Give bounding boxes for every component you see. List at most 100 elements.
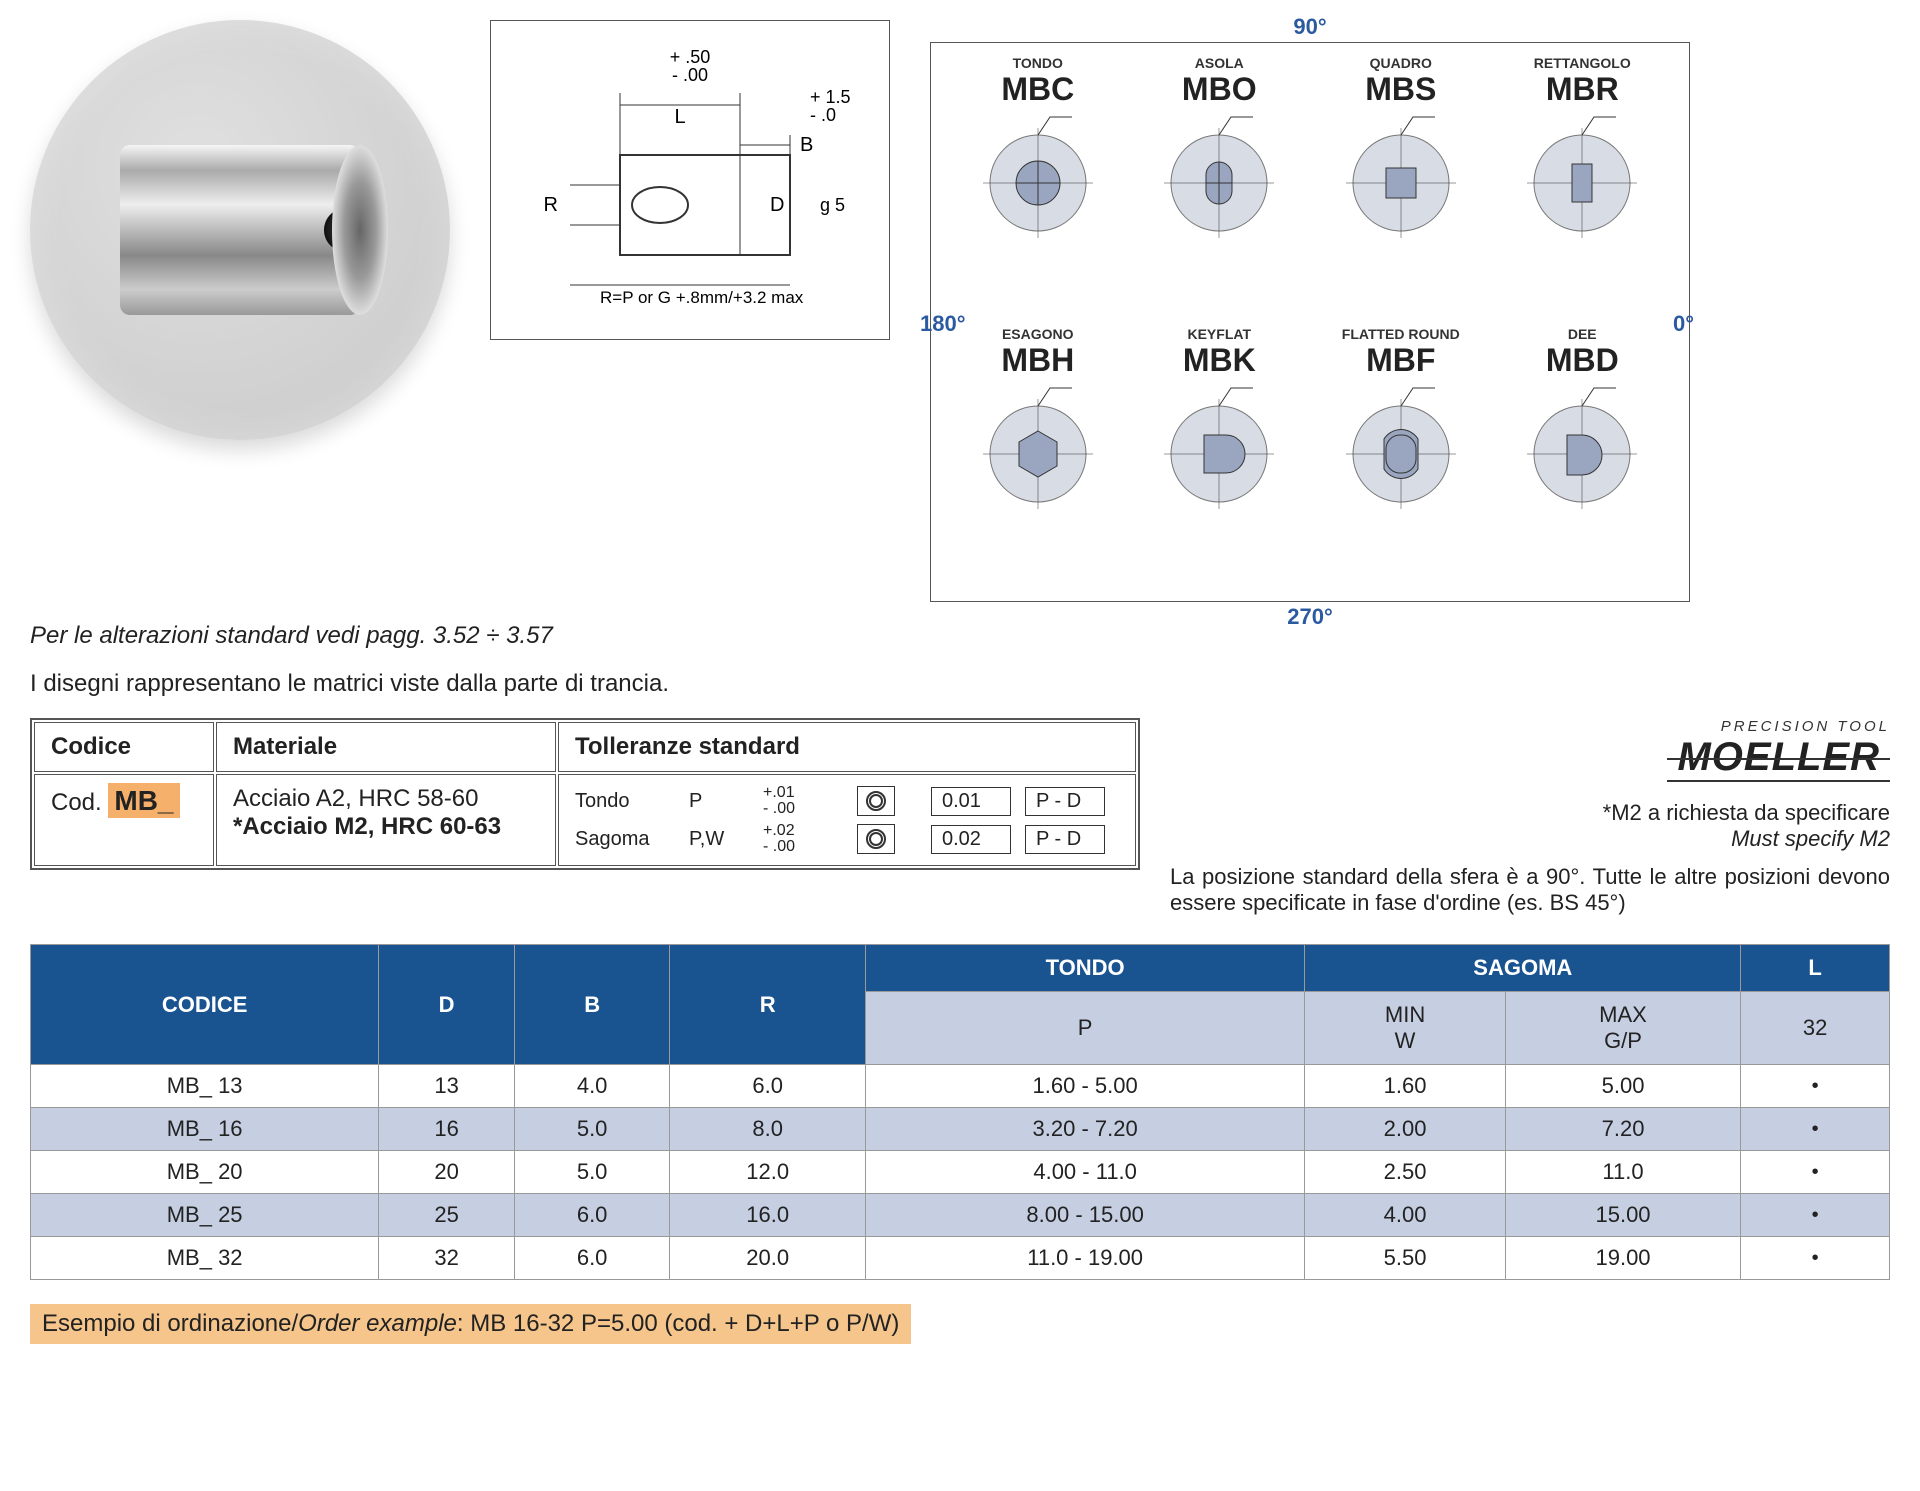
cell-minw: 1.60 [1305,1065,1505,1108]
spec-code-val: MB_ [108,783,179,818]
cell-l: • [1741,1237,1890,1280]
tol-sagoma-conc: 0.02 [931,825,1011,854]
shape-small-label: DEE [1496,326,1670,342]
table-row: MB_ 32 32 6.0 20.0 11.0 - 19.00 5.50 19.… [31,1237,1890,1280]
spec-mat2: *Acciaio M2, HRC 60-63 [233,813,539,841]
label-R: R [544,194,558,216]
shapes-panel-wrap: 90° TONDO MBC ASOLA MBO QUADRO MBS [930,20,1690,602]
shape-mbf: FLATTED ROUND MBF [1314,326,1488,589]
shape-small-label: ASOLA [1133,55,1307,71]
logo-small: PRECISION TOOL [1170,718,1890,735]
th-l32: 32 [1741,992,1890,1065]
cell-l: • [1741,1065,1890,1108]
product-image-wrap [30,20,450,440]
th-sagoma: SAGOMA [1305,945,1741,992]
cell-p: 3.20 - 7.20 [865,1108,1304,1151]
tol-sagoma-label: Sagoma [575,828,675,851]
concentric-icon [857,786,895,816]
cell-b: 6.0 [514,1194,670,1237]
shape-mbo: ASOLA MBO [1133,55,1307,318]
cell-b: 5.0 [514,1151,670,1194]
cell-code: MB_ 20 [31,1151,379,1194]
tol-tondo-conc: 0.01 [931,787,1011,816]
cell-maxgp: 11.0 [1505,1151,1741,1194]
cell-maxgp: 5.00 [1505,1065,1741,1108]
order-example: Esempio di ordinazione/Order example: MB… [30,1304,911,1344]
data-table: CODICE D B R TONDO SAGOMA L P MIN W MAX … [30,944,1890,1280]
cell-r: 6.0 [670,1065,866,1108]
th-minw: MIN W [1305,992,1505,1065]
spec-h-code: Codice [34,722,214,772]
label-g5: g 5 [820,195,845,215]
intro-line2: I disegni rappresentano le matrici viste… [30,670,1890,698]
spec-material-cell: Acciaio A2, HRC 58-60 *Acciaio M2, HRC 6… [216,774,556,866]
shape-mbc: TONDO MBC [951,55,1125,318]
cell-code: MB_ 25 [31,1194,379,1237]
cell-d: 25 [379,1194,515,1237]
shape-small-label: RETTANGOLO [1496,55,1670,71]
cell-l: • [1741,1194,1890,1237]
deg-270: 270° [1287,604,1333,630]
cell-p: 1.60 - 5.00 [865,1065,1304,1108]
cell-maxgp: 15.00 [1505,1194,1741,1237]
deg-0: 0° [1673,311,1694,337]
shape-small-label: FLATTED ROUND [1314,326,1488,342]
th-b: B [514,945,670,1065]
dimension-diagram: + .50 - .00 L + 1.5 - .0 B R D g 5 R=P o… [490,20,890,340]
cell-r: 12.0 [670,1151,866,1194]
tol-sagoma-param: P,W [689,828,749,851]
deg-180: 180° [920,311,966,337]
cell-maxgp: 19.00 [1505,1237,1741,1280]
shape-code: MBK [1133,342,1307,379]
shape-mbs: QUADRO MBS [1314,55,1488,318]
table-row: MB_ 16 16 5.0 8.0 3.20 - 7.20 2.00 7.20 … [31,1108,1890,1151]
cell-minw: 2.00 [1305,1108,1505,1151]
shape-code: MBS [1314,71,1488,108]
shape-small-label: QUADRO [1314,55,1488,71]
spec-code-cell: Cod. MB_ [34,774,214,866]
order-prefix: Esempio di ordinazione/ [42,1310,298,1337]
table-row: MB_ 25 25 6.0 16.0 8.00 - 15.00 4.00 15.… [31,1194,1890,1237]
cell-minw: 4.00 [1305,1194,1505,1237]
concentric-icon [857,824,895,854]
spec-tolerance-cell: Tondo P +.01- .00 0.01 P - D Sagoma P,W … [558,774,1136,866]
tol-sagoma-pd: P - D [1025,825,1105,854]
table-row: MB_ 13 13 4.0 6.0 1.60 - 5.00 1.60 5.00 … [31,1065,1890,1108]
spec-mat1: Acciaio A2, HRC 58-60 [233,785,539,813]
cell-maxgp: 7.20 [1505,1108,1741,1151]
cell-b: 5.0 [514,1108,670,1151]
table-row: MB_ 20 20 5.0 12.0 4.00 - 11.0 2.50 11.0… [31,1151,1890,1194]
cell-minw: 5.50 [1305,1237,1505,1280]
order-rest: : MB 16-32 P=5.00 (cod. + D+L+P o P/W) [457,1310,899,1337]
shape-mbk: KEYFLAT MBK [1133,326,1307,589]
label-L: L [674,106,685,128]
shape-code: MBH [951,342,1125,379]
product-cylinder [120,145,360,315]
cell-b: 4.0 [514,1065,670,1108]
th-tondo: TONDO [865,945,1304,992]
label-B: B [800,134,813,156]
mid-row: Codice Materiale Tolleranze standard Cod… [30,718,1890,916]
tol-tondo-vals: +.01- .00 [763,785,843,817]
tol-sagoma-vals: +.02- .00 [763,823,843,855]
note-position: La posizione standard della sfera è a 90… [1170,864,1890,916]
top-row: + .50 - .00 L + 1.5 - .0 B R D g 5 R=P o… [30,20,1890,602]
th-r: R [670,945,866,1065]
shapes-panel: TONDO MBC ASOLA MBO QUADRO MBS RETTANGOL… [930,42,1690,602]
cell-r: 8.0 [670,1108,866,1151]
cell-p: 11.0 - 19.00 [865,1237,1304,1280]
label-D: D [770,194,784,216]
order-italic: Order example [298,1310,457,1337]
spec-table: Codice Materiale Tolleranze standard Cod… [30,718,1140,870]
spec-h-material: Materiale [216,722,556,772]
th-p: P [865,992,1304,1065]
logo-big: MOELLER [1667,735,1890,782]
cell-d: 32 [379,1237,515,1280]
tol-B-upper: + 1.5 [810,87,851,107]
tol-tondo-param: P [689,790,749,813]
note-m2-en: Must specify M2 [1170,826,1890,852]
cell-r: 20.0 [670,1237,866,1280]
logo: PRECISION TOOL MOELLER [1170,718,1890,782]
cell-b: 6.0 [514,1237,670,1280]
spec-code-prefix: Cod. [51,789,102,816]
